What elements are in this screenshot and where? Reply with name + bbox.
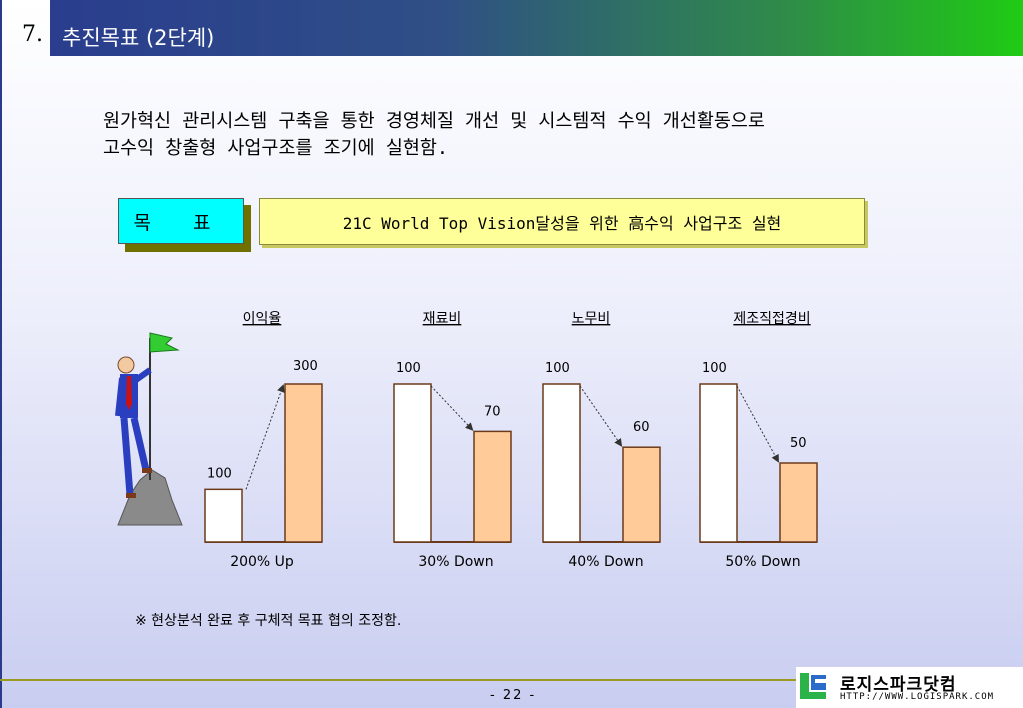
chart-3-trend-arrow — [579, 385, 623, 447]
goal-statement: 21C World Top Vision달성을 위한 高수익 사업구조 실현 — [259, 198, 865, 245]
chart-2-bar-after — [473, 430, 512, 543]
chart-1-trend-arrow — [245, 384, 285, 490]
chart-1-bar-before — [204, 488, 243, 543]
intro-line-2: 고수익 창출형 사업구조를 조기에 실현함. — [103, 138, 449, 159]
intro-line-1: 원가혁신 관리시스템 구축을 통한 경영체질 개선 및 시스템적 수익 개선활동… — [103, 111, 765, 132]
footnote: ※ 현상분석 완료 후 구체적 목표 협의 조정함. — [135, 613, 402, 629]
title-bar — [50, 0, 1023, 56]
chart-2-bar-before — [393, 383, 432, 543]
footer-divider — [0, 679, 1023, 681]
page-number: - 22 - — [490, 688, 537, 703]
chart-3-caption: 40% Down — [568, 554, 643, 570]
logo-background — [796, 667, 1023, 708]
chart-2-value-before: 100 — [396, 361, 421, 376]
goal-label: 목 표 — [118, 198, 244, 244]
chart-2-trend-arrow — [430, 385, 474, 431]
page-title: 추진목표 (2단계) — [62, 26, 215, 50]
chart-3-title: 노무비 — [572, 311, 611, 327]
chart-3-bar-before — [542, 383, 581, 543]
chart-4-bar-after — [779, 462, 818, 543]
chart-2-value-after: 70 — [484, 404, 501, 419]
chart-3-bar-after — [622, 446, 661, 543]
chart-1-value-after: 300 — [293, 359, 318, 374]
chart-4-caption: 50% Down — [725, 554, 800, 570]
logo-url: HTTP://WWW.LOGISPARK.COM — [840, 692, 995, 702]
chart-4-value-after: 50 — [790, 436, 807, 451]
chart-1-value-before: 100 — [207, 466, 232, 481]
chart-3-value-after: 60 — [633, 420, 650, 435]
climber-flag-illustration — [115, 332, 183, 526]
logospark-logo-icon — [800, 673, 826, 699]
chart-4-bar-before — [699, 383, 738, 543]
chart-4-trend-arrow — [736, 385, 779, 463]
intro-text: 원가혁신 관리시스템 구축을 통한 경영체질 개선 및 시스템적 수익 개선활동… — [103, 108, 923, 162]
logo-name: 로지스파크닷컴 — [840, 675, 957, 695]
chart-1-bar-after — [284, 383, 323, 543]
chart-2-title: 재료비 — [423, 311, 462, 327]
chart-1-title: 이익율 — [243, 311, 282, 327]
chart-4-value-before: 100 — [702, 361, 727, 376]
frame-left-border — [0, 0, 2, 708]
section-number: 7. — [22, 22, 43, 47]
chart-2-caption: 30% Down — [418, 554, 493, 570]
chart-1-caption: 200% Up — [230, 554, 294, 570]
chart-3-value-before: 100 — [545, 361, 570, 376]
chart-4-title: 제조직접경비 — [733, 311, 810, 327]
